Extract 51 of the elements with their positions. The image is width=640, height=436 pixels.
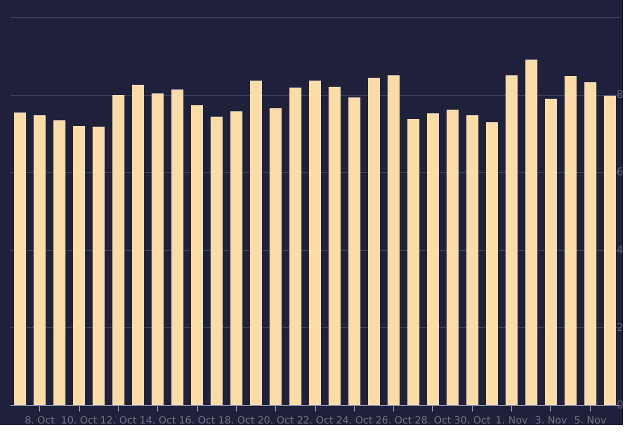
x-tick-label: 8. Oct: [24, 416, 55, 426]
bar: [604, 96, 616, 405]
x-tick-label: 24. Oct: [336, 416, 373, 426]
bar: [584, 82, 596, 405]
bar: [388, 75, 400, 405]
x-tick-label: 3. Nov: [534, 416, 568, 426]
bar: [230, 111, 242, 405]
bar: [348, 97, 360, 405]
y-tick-label: 0: [616, 398, 624, 412]
bar: [14, 112, 26, 405]
y-tick-label: 2: [616, 320, 624, 334]
x-tick-label: 30. Oct: [454, 416, 491, 426]
bar: [544, 98, 557, 405]
bar: [486, 122, 498, 405]
bar: [210, 116, 223, 405]
bar: [152, 93, 164, 405]
x-tick-label: 10. Oct: [60, 416, 98, 426]
bar: [171, 90, 184, 405]
bar: [446, 110, 459, 405]
x-tick-label: 1. Nov: [496, 416, 528, 426]
x-tick-label: 16. Oct: [178, 416, 216, 426]
bar: [564, 76, 577, 405]
bar: [112, 94, 124, 405]
x-tick-label: 26. Oct: [375, 416, 412, 426]
bar: [328, 86, 341, 405]
bar: [289, 88, 302, 405]
y-tick-label: 6: [616, 166, 624, 179]
bar: [132, 84, 144, 405]
bar: [34, 115, 46, 405]
bar: [309, 80, 321, 405]
x-tick-label: 22. Oct: [296, 416, 334, 426]
x-tick-label: 12. Oct: [100, 416, 137, 426]
bar: [506, 75, 518, 405]
bar: [270, 108, 282, 405]
x-tick-label: 28. Oct: [414, 416, 452, 426]
x-tick-label: 18. Oct: [218, 416, 255, 426]
x-tick-label: 14. Oct: [139, 416, 176, 426]
bar: [53, 120, 66, 405]
bar: [466, 115, 478, 405]
bar: [368, 78, 380, 405]
bar: [92, 126, 105, 405]
y-tick-label: 8: [616, 88, 624, 102]
bar: [426, 113, 439, 405]
bar: [191, 105, 204, 405]
bar: [525, 60, 538, 405]
bar: [407, 119, 420, 405]
y-tick-label: 4: [616, 243, 624, 256]
bar: [73, 126, 86, 405]
bar: [250, 80, 262, 405]
x-tick-label: 5. Nov: [574, 416, 606, 426]
x-tick-label: 20. Oct: [257, 416, 294, 426]
